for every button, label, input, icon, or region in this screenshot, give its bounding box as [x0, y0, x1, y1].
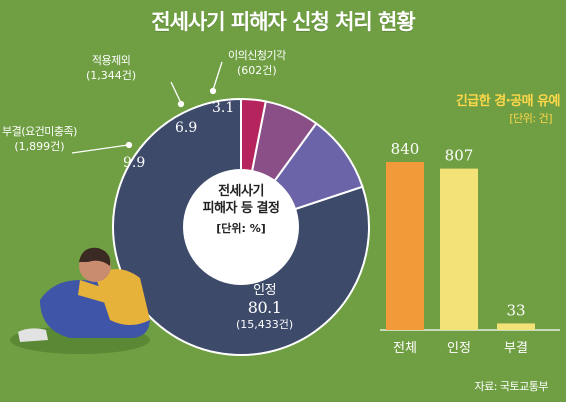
- pie-center-title-line1: 전세사기: [218, 184, 264, 199]
- callout-line-exclusion: [170, 81, 182, 104]
- callout-rejection-label: 이의신청기각: [228, 49, 286, 62]
- bar-2: [497, 323, 535, 330]
- bar-chart: 840 전체 807 인정 33 부결: [380, 140, 560, 356]
- bar-value-label-0: 840: [391, 140, 420, 158]
- person-hair: [79, 247, 111, 266]
- callout-approved-count: (15,433건): [236, 318, 294, 331]
- slice-value-exclusion: 6.9: [175, 120, 198, 136]
- pie-chart: [112, 97, 370, 356]
- bar-value-label-2: 33: [506, 301, 525, 319]
- callout-approved: 인정 80.1 (15,433건): [236, 282, 293, 333]
- pie-center-hole: [183, 169, 299, 285]
- bar-chart-title: 긴급한 경·공매 유예: [455, 94, 561, 109]
- person-shoe: [18, 328, 48, 342]
- slice-value-rejection: 3.1: [212, 100, 235, 116]
- bar-category-label-0: 전체: [393, 341, 417, 356]
- callout-rejection: 이의신청기각 (602건): [228, 48, 286, 78]
- pie-center-title-line2: 피해자 등 결정: [202, 201, 280, 216]
- callout-exclusion: 적용제외 (1,344건): [86, 53, 136, 83]
- bar-0: [386, 162, 424, 330]
- callout-dot-rejection: [209, 87, 217, 95]
- source-note: 자료: 국토교통부: [474, 380, 548, 393]
- callout-budeul-label: 부결(요건미충족): [2, 125, 77, 138]
- pie-center-label: 전세사기 피해자 등 결정 [단위: %]: [189, 183, 293, 237]
- callout-rejection-count: (602건): [237, 64, 277, 77]
- callout-approved-value: 80.1: [247, 298, 282, 317]
- callout-line-rejection: [212, 61, 223, 91]
- person-illustration: [10, 247, 150, 354]
- bar-category-label-1: 인정: [447, 341, 471, 356]
- callout-exclusion-count: (1,344건): [86, 69, 137, 82]
- person-arm: [78, 280, 135, 310]
- pie-center-unit: [단위: %]: [216, 222, 266, 235]
- callout-budeul-count: (1,899건): [14, 140, 65, 153]
- bar-value-label-1: 807: [445, 147, 474, 165]
- callout-budeul: 부결(요건미충족) (1,899건): [2, 124, 77, 154]
- slice-value-budeul: 9.9: [123, 155, 146, 171]
- bar-1: [440, 168, 478, 330]
- bar-category-label-2: 부결: [504, 341, 528, 356]
- callout-exclusion-label: 적용제외: [91, 54, 131, 67]
- callout-dot-exclusion: [177, 100, 185, 108]
- callout-lines: [71, 61, 223, 154]
- bar-chart-unit: [단위: 건]: [509, 112, 552, 125]
- callout-approved-label: 인정: [253, 283, 277, 298]
- callout-line-budeul: [71, 144, 129, 154]
- chart-title: 전세사기 피해자 신청 처리 현황: [151, 10, 415, 34]
- callout-dot-budeul: [125, 141, 133, 149]
